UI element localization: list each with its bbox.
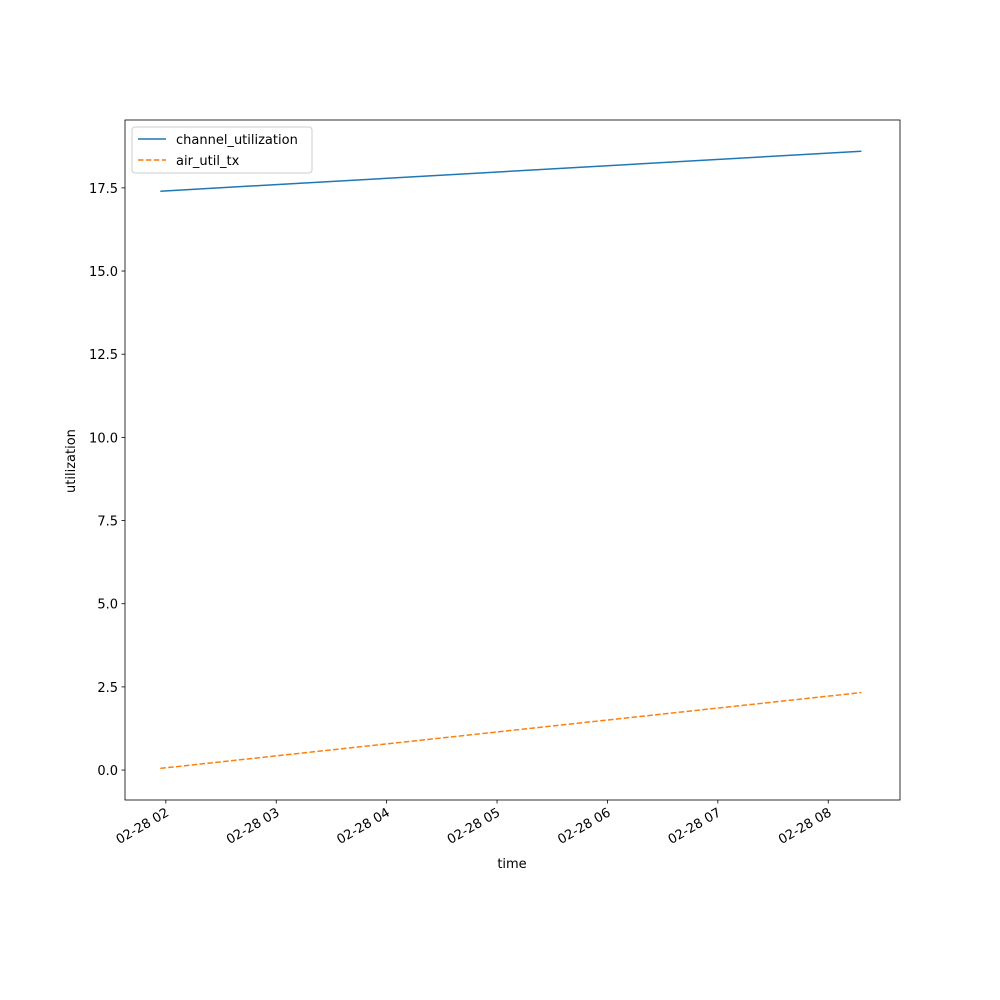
y-axis-label: utilization <box>64 429 79 493</box>
legend-label: air_util_tx <box>176 154 240 169</box>
x-tick-label: 02-28 04 <box>335 805 393 847</box>
line-series <box>160 691 862 770</box>
x-tick-label: 02-28 08 <box>776 805 834 847</box>
y-tick-label: 5.0 <box>97 598 118 613</box>
x-tick-label: 02-28 06 <box>555 805 613 847</box>
y-tick-label: 7.5 <box>97 515 118 530</box>
y-tick-label: 12.5 <box>89 348 118 363</box>
x-tick-label: 02-28 03 <box>224 805 282 847</box>
x-axis-label: time <box>497 857 526 872</box>
plot-frame <box>124 119 901 801</box>
line-series <box>160 150 862 192</box>
y-tick-label: 10.0 <box>89 431 118 446</box>
y-tick-label: 2.5 <box>97 681 118 696</box>
x-tick-label: 02-28 07 <box>666 805 724 847</box>
x-tick-label: 02-28 02 <box>114 805 172 847</box>
x-tick-label: 02-28 05 <box>445 805 503 847</box>
y-tick-label: 15.0 <box>89 265 118 280</box>
legend: channel_utilization air_util_tx <box>131 126 313 174</box>
legend-box <box>131 126 313 174</box>
y-tick-label: 0.0 <box>97 764 118 779</box>
legend-label: channel_utilization <box>176 133 298 148</box>
y-tick-label: 17.5 <box>89 182 118 197</box>
